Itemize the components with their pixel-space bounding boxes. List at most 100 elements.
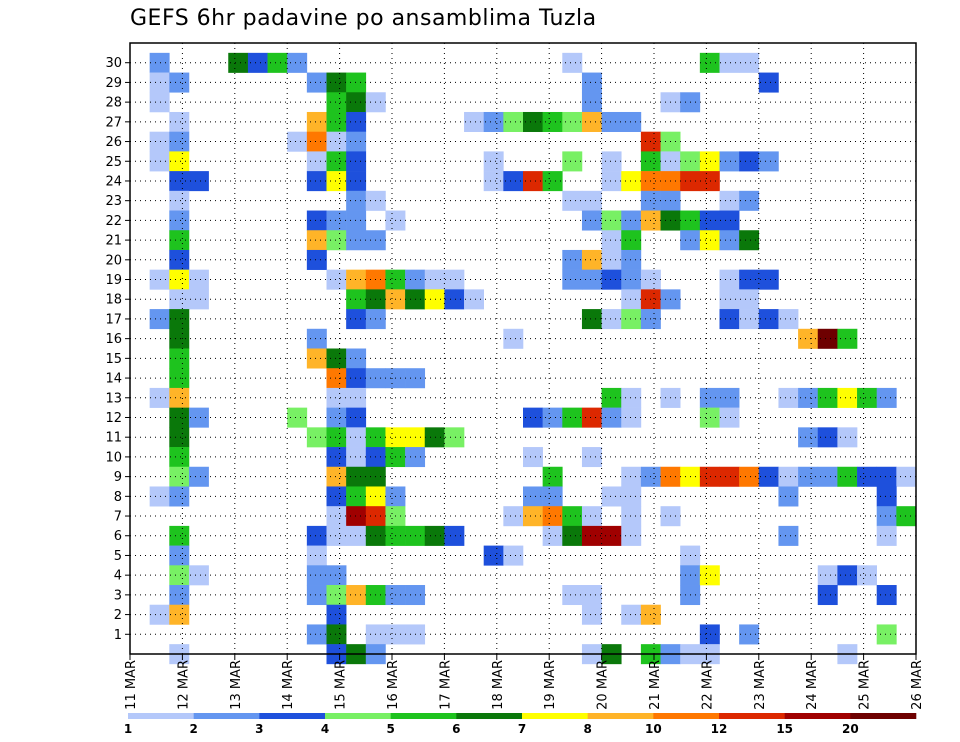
heatmap-cell: [542, 486, 563, 507]
heatmap-cell: [306, 230, 327, 251]
heatmap-cell: [169, 131, 190, 152]
y-tick-label: 6: [114, 529, 122, 544]
heatmap-cell: [876, 624, 897, 645]
x-tick-label: 20 MAR: [596, 660, 611, 710]
heatmap-cell: [306, 111, 327, 132]
heatmap-cell: [621, 111, 642, 132]
heatmap-cell: [346, 111, 367, 132]
heatmap-cell: [542, 111, 563, 132]
heatmap-cell: [346, 171, 367, 192]
heatmap-cell: [326, 151, 347, 172]
heatmap-cell: [621, 466, 642, 487]
heatmap-cell: [169, 289, 190, 310]
x-tick-label: 15 MAR: [334, 660, 349, 710]
colorbar-segment: [390, 713, 457, 719]
heatmap-cell: [798, 466, 819, 487]
heatmap-cell: [444, 525, 465, 546]
heatmap-cell: [169, 545, 190, 566]
heatmap-cell: [798, 387, 819, 408]
heatmap-cell: [817, 565, 838, 586]
y-tick-label: 27: [105, 115, 122, 130]
heatmap-cell: [346, 289, 367, 310]
heatmap-cell: [523, 111, 543, 132]
heatmap-cell: [326, 466, 347, 487]
heatmap-cell: [699, 565, 720, 586]
heatmap-cell: [621, 506, 642, 527]
heatmap-cell: [817, 466, 838, 487]
x-tick-label: 23 MAR: [753, 660, 768, 710]
heatmap-cell: [346, 427, 367, 448]
heatmap-cell: [169, 604, 190, 625]
heatmap-cell: [169, 171, 190, 192]
heatmap-cell: [581, 210, 602, 231]
y-tick-label: 24: [105, 174, 122, 189]
heatmap-cell: [621, 289, 642, 310]
heatmap-cell: [346, 368, 367, 389]
heatmap-cell: [326, 407, 347, 428]
x-tick-label: 26 MAR: [910, 660, 925, 710]
heatmap-cell: [483, 545, 504, 566]
heatmap-cell: [739, 309, 760, 330]
heatmap-cell: [601, 387, 622, 408]
heatmap-cell: [562, 269, 583, 290]
heatmap-cell: [719, 466, 740, 487]
heatmap-cell: [326, 111, 347, 132]
heatmap-cell: [444, 289, 465, 310]
heatmap-cell: [719, 52, 740, 73]
heatmap-cell: [287, 52, 308, 73]
heatmap-cell: [621, 269, 642, 290]
heatmap-cell: [346, 585, 367, 606]
heatmap-cell: [188, 466, 209, 487]
y-tick-label: 12: [105, 411, 122, 426]
heatmap-cell: [523, 486, 543, 507]
heatmap-cell: [562, 190, 583, 211]
heatmap-cell: [169, 328, 190, 349]
heatmap-cell: [326, 269, 347, 290]
heatmap-cell: [424, 525, 445, 546]
heatmap-cell: [542, 506, 563, 527]
colorbar-segment: [653, 713, 720, 719]
heatmap-cell: [464, 289, 484, 310]
heatmap-cell: [169, 565, 190, 586]
heatmap-cell: [837, 328, 858, 349]
heatmap-cell: [581, 190, 602, 211]
heatmap-cell: [169, 210, 190, 231]
heatmap-cell: [758, 72, 779, 93]
heatmap-cell: [699, 466, 720, 487]
y-tick-label: 7: [114, 510, 122, 525]
colorbar-segment: [850, 713, 917, 719]
heatmap-cell: [326, 565, 347, 586]
heatmap-cell: [581, 92, 602, 113]
heatmap-cell: [857, 466, 877, 487]
heatmap-cell: [621, 230, 642, 251]
heatmap-cell: [621, 525, 642, 546]
heatmap-cell: [149, 309, 170, 330]
heatmap-cell: [346, 466, 367, 487]
heatmap-cell: [346, 387, 367, 408]
heatmap-cell: [326, 72, 347, 93]
colorbar-label: 10: [645, 722, 662, 736]
heatmap-cell: [169, 368, 190, 389]
y-tick-label: 20: [105, 253, 122, 268]
heatmap-cell: [778, 525, 799, 546]
heatmap-cell: [542, 171, 563, 192]
heatmap-cell: [228, 52, 249, 73]
heatmap-cell: [758, 151, 779, 172]
heatmap-cell: [739, 151, 760, 172]
heatmap-cell: [581, 111, 602, 132]
heatmap-cell: [719, 309, 740, 330]
heatmap-cell: [542, 525, 563, 546]
y-tick-label: 25: [105, 155, 122, 170]
colorbar-label: 6: [452, 722, 460, 736]
heatmap-cell: [837, 387, 858, 408]
heatmap-cell: [719, 190, 740, 211]
heatmap-cell: [169, 151, 190, 172]
heatmap-cell: [719, 289, 740, 310]
heatmap-cell: [169, 466, 190, 487]
heatmap-cell: [306, 131, 327, 152]
colorbar-label: 20: [842, 722, 859, 736]
heatmap-cell: [326, 171, 347, 192]
y-tick-label: 2: [114, 608, 122, 623]
heatmap-cell: [306, 328, 327, 349]
